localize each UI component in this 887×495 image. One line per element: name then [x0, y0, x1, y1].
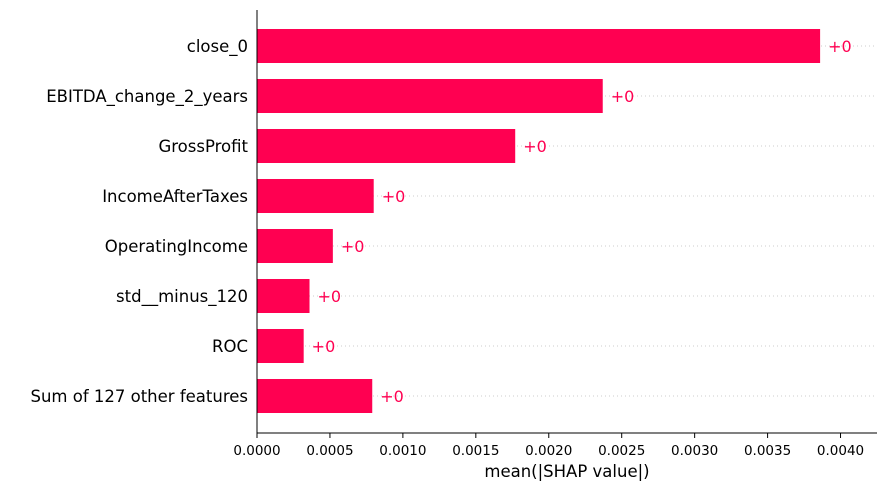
x-tick-label: 0.0000 [233, 443, 280, 459]
x-tick-label: 0.0015 [452, 443, 499, 459]
x-tick-label: 0.0030 [671, 443, 718, 459]
bar [257, 179, 374, 213]
x-tick-label: 0.0010 [379, 443, 426, 459]
bar [257, 129, 516, 163]
x-tick-label: 0.0020 [525, 443, 572, 459]
x-axis-title: mean(|SHAP value|) [484, 462, 649, 481]
bar [257, 79, 603, 113]
axes [256, 10, 877, 438]
bars [257, 29, 821, 413]
x-tick-label: 0.0005 [306, 443, 353, 459]
bar [257, 279, 310, 313]
value-labels: +0 +0 +0 +0 +0 +0 +0 +0 [312, 37, 852, 406]
category-label: std__minus_120 [116, 287, 248, 307]
category-label: close_0 [187, 37, 248, 57]
bar-value-label: +0 [828, 37, 852, 56]
bar-value-label: +0 [382, 187, 406, 206]
bar-value-label: +0 [380, 387, 404, 406]
category-label: GrossProfit [158, 137, 248, 156]
x-tick-labels: 0.0000 0.0005 0.0010 0.0015 0.0020 0.0025 0.00… [233, 443, 864, 459]
x-tick-label: 0.0025 [598, 443, 645, 459]
bar [257, 29, 821, 63]
x-tick-label: 0.0035 [744, 443, 791, 459]
category-labels: close_0 EBITDA_change_2_years GrossProfit I… [30, 37, 248, 406]
category-label: OperatingIncome [105, 237, 248, 256]
x-tick-label: 0.0040 [817, 443, 864, 459]
bar [257, 229, 333, 263]
bar [257, 379, 373, 413]
bar-value-label: +0 [312, 337, 336, 356]
category-label: Sum of 127 other features [30, 387, 248, 406]
bar-value-label: +0 [318, 287, 342, 306]
bar [257, 329, 304, 363]
bar-value-label: +0 [611, 87, 635, 106]
bar-value-label: +0 [341, 237, 365, 256]
category-label: IncomeAfterTaxes [102, 187, 248, 206]
category-label: ROC [212, 337, 248, 356]
bar-value-label: +0 [523, 137, 547, 156]
category-label: EBITDA_change_2_years [46, 87, 248, 107]
